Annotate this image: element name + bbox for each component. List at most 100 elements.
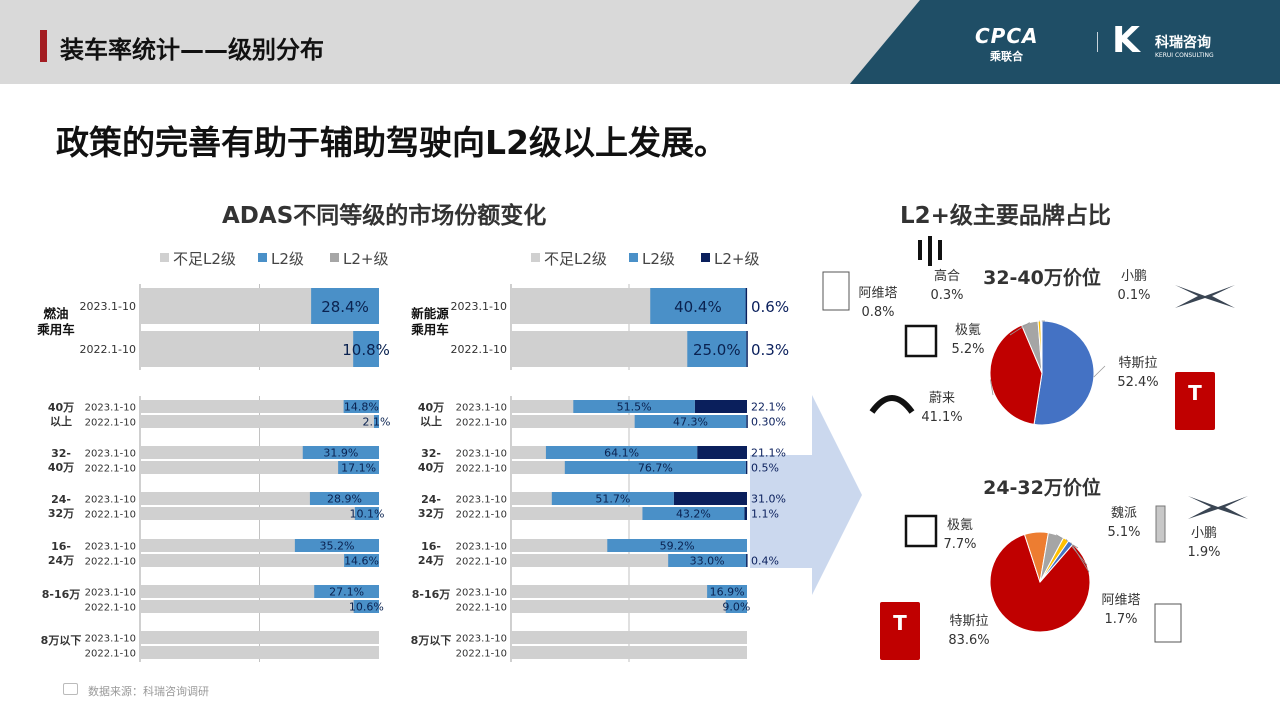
group-label-line2: 40万 <box>48 461 74 474</box>
period-label: 2022.1-10 <box>456 603 507 614</box>
slice-value: 0.3% <box>930 288 963 303</box>
bar-l2 <box>573 400 695 413</box>
bar-grey <box>140 631 379 644</box>
bar-l2plus <box>744 507 747 520</box>
bar-value-label: 51.7% <box>595 493 630 506</box>
logo-separator <box>1097 32 1098 52</box>
headline: 政策的完善有助于辅助驾驶向L2级以上发展。 <box>56 123 727 162</box>
slide-title: 装车率统计——级别分布 <box>60 36 324 64</box>
legend-swatch <box>701 253 710 262</box>
slice-label: 阿维塔 <box>858 286 897 301</box>
bar-value-label: 16.9% <box>710 586 745 599</box>
slice-value: 1.9% <box>1187 545 1220 560</box>
bar-value-label: 10.6% <box>349 601 384 614</box>
cpca-logo: CPCA <box>975 24 1039 48</box>
panel-title: 新能源 <box>411 306 449 321</box>
bar-value-label: 35.2% <box>319 540 354 553</box>
bar-value-label: 14.8% <box>344 401 379 414</box>
pie-slice <box>1023 531 1049 583</box>
bar-l2 <box>725 600 747 613</box>
group-label: 16- <box>51 540 71 553</box>
period-label: 2023.1-10 <box>85 588 136 599</box>
legend-label: L2级 <box>642 250 675 268</box>
bar-grey <box>511 539 747 552</box>
bar-grey <box>511 331 747 367</box>
bar-value-label: 14.6% <box>344 555 379 568</box>
kerui-logo-sub: KERUI CONSULTING <box>1155 52 1214 59</box>
bar-l2 <box>343 400 379 413</box>
bar-value-label: 2.1% <box>363 416 391 429</box>
period-label: 2022.1-10 <box>85 603 136 614</box>
leader-line <box>1070 542 1090 573</box>
tesla-logo-icon <box>880 602 920 660</box>
bar-l2 <box>607 539 747 552</box>
period-label: 2023.1-10 <box>456 495 507 506</box>
cpca-logo-sub: 乘联合 <box>990 50 1023 63</box>
bar-l2 <box>634 415 747 428</box>
bar-l2 <box>373 415 379 428</box>
bar-l2 <box>668 554 747 567</box>
bar-grey <box>140 539 379 552</box>
pie-slice <box>989 533 1091 633</box>
period-label: 2023.1-10 <box>85 403 136 414</box>
period-label: 2022.1-10 <box>85 418 136 429</box>
bar-grey <box>511 492 747 505</box>
pie-slice <box>1039 532 1065 583</box>
bar-l2plus <box>745 288 748 324</box>
kerui-logo: 科瑞咨询 <box>1155 35 1211 51</box>
bar-value-label: 9.0% <box>722 601 750 614</box>
bar-grey <box>511 585 747 598</box>
nio-logo-icon <box>869 395 915 414</box>
bar-l2 <box>302 446 379 459</box>
slice-value: 41.1% <box>921 410 962 425</box>
period-label: 2022.1-10 <box>80 343 136 356</box>
bar-l2plus <box>746 331 748 367</box>
bar-l2plus <box>745 461 748 474</box>
slice-label: 特斯拉 <box>1118 356 1157 371</box>
legend-label: 不足L2级 <box>544 250 607 268</box>
tesla-logo-mark: T <box>1188 381 1202 405</box>
bar-l2 <box>707 585 747 598</box>
bar-grey <box>511 446 747 459</box>
group-label: 8万以下 <box>411 634 452 647</box>
wey-logo-icon <box>1155 505 1166 543</box>
top-bar: 装车率统计——级别分布 CPCA 乘联合 K 科瑞咨询 KERUI CONSUL… <box>0 0 1280 84</box>
period-label: 2023.1-10 <box>80 300 136 313</box>
leader-line <box>1065 539 1088 566</box>
bar-grey <box>140 461 379 474</box>
bar-l2plus <box>746 415 748 428</box>
period-label: 2023.1-10 <box>456 634 507 645</box>
bar-l2 <box>338 461 379 474</box>
slice-label: 小鹏 <box>1121 269 1147 284</box>
period-label: 2023.1-10 <box>456 449 507 460</box>
bar-value-label: 76.7% <box>638 462 673 475</box>
avatr-logo-icon <box>822 271 850 311</box>
group-label: 24- <box>421 493 441 506</box>
group-label: 8万以下 <box>41 634 82 647</box>
slice-value: 83.6% <box>948 633 989 648</box>
zeekr-logo-icon <box>904 324 938 358</box>
title-accent <box>40 30 47 62</box>
bar-l2 <box>314 585 379 598</box>
avatr-logo-icon <box>1154 603 1182 643</box>
bar-l2 <box>311 288 379 324</box>
period-label: 2023.1-10 <box>85 495 136 506</box>
panel-title: 燃油 <box>43 306 68 321</box>
bar-grey <box>511 415 747 428</box>
xpeng-logo-icon <box>1175 285 1235 308</box>
panel-title-line2: 乘用车 <box>36 322 75 337</box>
period-label: 2022.1-10 <box>85 510 136 521</box>
bar-l2plus <box>673 492 747 505</box>
period-label: 2022.1-10 <box>456 510 507 521</box>
pie-slice <box>1039 540 1074 583</box>
group-label: 40万 <box>48 401 74 414</box>
bar-l2 <box>650 288 746 324</box>
group-label-line2: 以上 <box>420 414 442 428</box>
period-label: 2022.1-10 <box>456 464 507 475</box>
period-label: 2022.1-10 <box>456 649 507 660</box>
legend-swatch <box>160 253 169 262</box>
slice-label: 蔚来 <box>929 391 955 406</box>
bar-l2 <box>344 554 379 567</box>
bar-l2plus-label: 31.0% <box>751 493 786 506</box>
slice-label: 特斯拉 <box>949 614 988 629</box>
